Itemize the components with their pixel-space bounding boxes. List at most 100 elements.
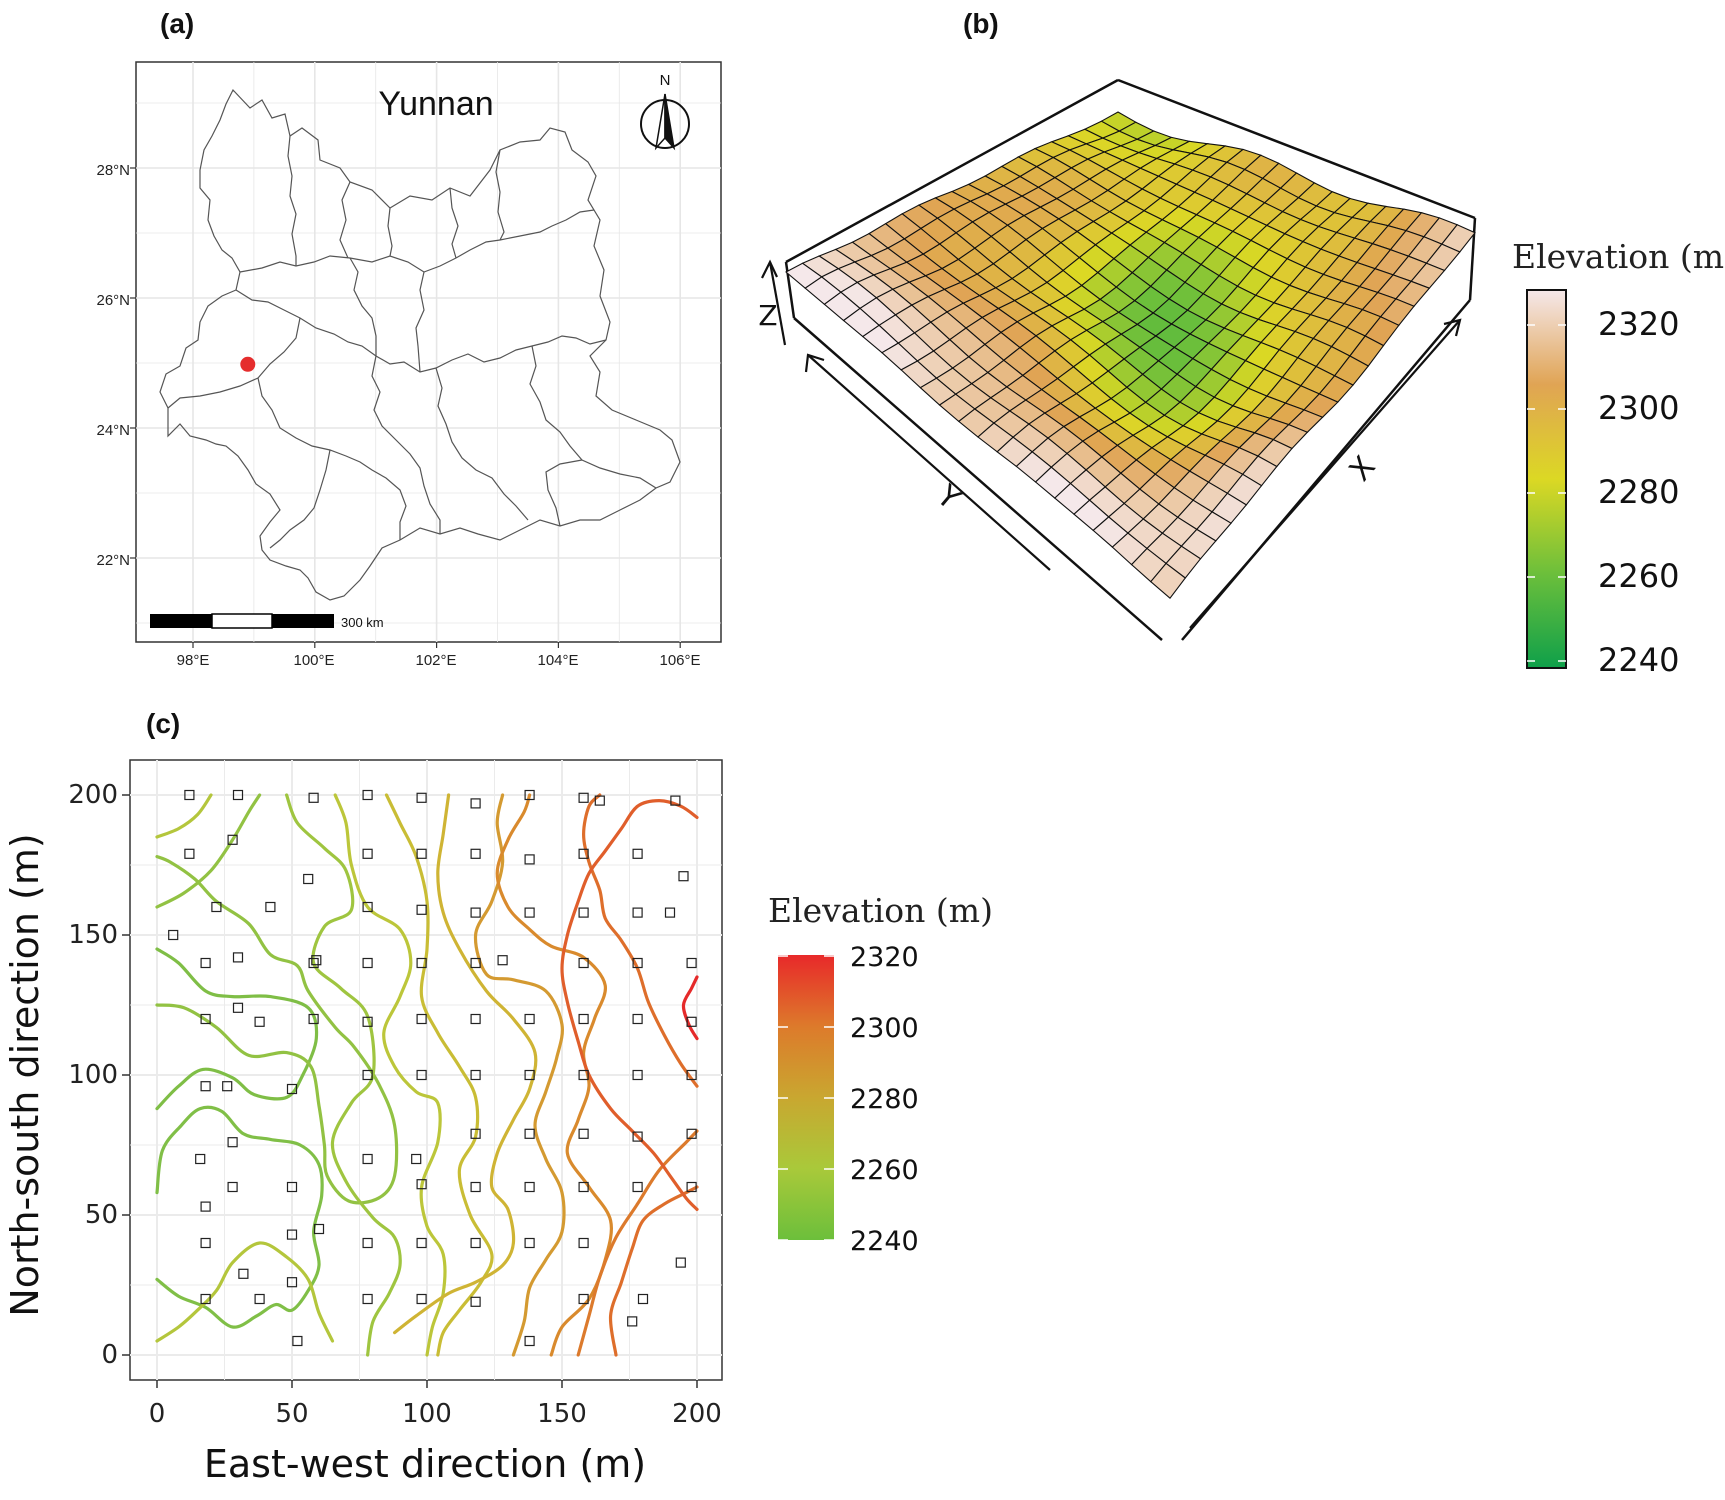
sample-point: [416, 848, 427, 859]
surface-legend-tick-2320: 2320: [1598, 305, 1679, 343]
sample-point: [227, 1137, 238, 1148]
x-tick-100: 100: [402, 1399, 452, 1429]
contour-line: [560, 799, 699, 1211]
contour-legend-title: Elevation (m): [768, 891, 993, 930]
sample-point: [637, 1293, 649, 1305]
sample-point: [362, 1237, 373, 1249]
contour-legend-tick-2300: 2300: [850, 1013, 919, 1044]
contour-line: [155, 947, 319, 1111]
sample-point: [232, 1002, 244, 1013]
sample-point: [686, 1016, 697, 1027]
sample-point: [416, 1179, 427, 1190]
sample-point: [524, 1181, 535, 1193]
sample-point: [686, 1181, 697, 1193]
sample-point: [362, 1293, 373, 1305]
surface-legend-title: Elevation (m): [1512, 237, 1725, 276]
sample-point: [678, 871, 689, 882]
surface-legend-tick-2260: 2260: [1598, 557, 1679, 595]
sample-point: [670, 795, 681, 806]
sample-point: [308, 792, 319, 803]
sample-point: [227, 1181, 238, 1193]
sample-point: [470, 907, 481, 918]
contour-line: [473, 793, 566, 1357]
surface-legend-tick-2280: 2280: [1598, 473, 1679, 511]
sample-point: [286, 1277, 298, 1288]
province-outline: [159, 88, 681, 601]
surface-legend-colorbar: [1526, 289, 1567, 669]
panel-label-a: (a): [160, 8, 194, 39]
sample-point: [292, 1335, 303, 1347]
contour-line: [155, 1241, 335, 1343]
contour-y-tick-labels: 0 50 100 150 200: [68, 780, 118, 1370]
axis-y-label: Y: [929, 478, 967, 518]
sample-point: [470, 1013, 481, 1025]
sample-point: [265, 901, 276, 913]
panel-a: (a) Yunnan N: [96, 8, 722, 669]
map-frame: [135, 61, 722, 643]
contour-line: [608, 1185, 699, 1357]
sample-point: [313, 1223, 325, 1235]
sample-point: [470, 1128, 481, 1139]
sample-point: [524, 1237, 535, 1249]
sample-point: [578, 792, 589, 803]
sample-point: [524, 1013, 535, 1025]
map-gridlines: [130, 62, 721, 648]
contour-line: [576, 1129, 699, 1357]
sample-point: [416, 1013, 427, 1025]
contour-line: [155, 793, 262, 909]
sample-point: [632, 1181, 643, 1193]
sample-point: [362, 901, 373, 913]
sample-point: [470, 1069, 481, 1081]
sample-point: [362, 1069, 373, 1081]
sample-point: [578, 1181, 589, 1193]
lat-label-28: 28°N: [96, 162, 130, 179]
sample-point: [632, 1069, 643, 1081]
contour-line: [681, 975, 699, 1041]
sample-point: [416, 957, 427, 969]
lat-tick-labels: 28°N 26°N 24°N 22°N: [96, 162, 130, 569]
sample-point: [675, 1257, 686, 1268]
sample-point: [286, 1083, 298, 1095]
contour-line: [155, 793, 213, 839]
sample-point: [524, 1069, 535, 1081]
y-tick-0: 0: [101, 1340, 118, 1370]
surface-legend-tick-2300: 2300: [1598, 389, 1679, 427]
panel-label-c: (c): [146, 708, 180, 739]
map-region-title: Yunnan: [378, 85, 493, 123]
sample-point: [362, 1016, 373, 1027]
contour-legend: Elevation (m) 2320 2300 2280 2260 2240: [768, 891, 993, 1257]
lat-label-24: 24°N: [96, 422, 130, 439]
sample-point: [578, 848, 589, 859]
sample-point: [416, 904, 427, 915]
contour-lines: [155, 793, 699, 1357]
sample-point: [200, 1013, 211, 1025]
contour-legend-tick-2240: 2240: [850, 1226, 919, 1257]
sample-point: [184, 848, 195, 859]
sample-point: [632, 957, 643, 969]
sample-point: [470, 1181, 481, 1193]
y-tick-150: 150: [68, 920, 118, 950]
sample-point: [632, 848, 643, 859]
y-tick-50: 50: [85, 1200, 118, 1230]
lon-label-100: 100°E: [293, 652, 334, 669]
y-tick-100: 100: [68, 1060, 118, 1090]
sample-point: [238, 1268, 249, 1279]
sample-point: [578, 907, 589, 918]
contour-line: [384, 793, 494, 1357]
sample-point: [578, 957, 589, 969]
sample-point: [627, 1316, 638, 1327]
lon-label-98: 98°E: [177, 652, 210, 669]
sample-points: [168, 789, 697, 1347]
sample-point: [524, 1335, 535, 1347]
x-tick-200: 200: [672, 1399, 722, 1429]
sample-point: [362, 789, 373, 801]
sample-point: [470, 848, 481, 859]
north-arrow-icon: N: [640, 72, 690, 151]
sample-point: [286, 1181, 298, 1193]
sample-point: [222, 1081, 233, 1092]
y-axis-label: North-south direction (m): [3, 833, 47, 1316]
sample-point: [686, 957, 697, 969]
sample-point: [686, 1128, 697, 1139]
x-axis-label: East-west direction (m): [204, 1442, 646, 1486]
contour-line: [582, 793, 699, 1088]
